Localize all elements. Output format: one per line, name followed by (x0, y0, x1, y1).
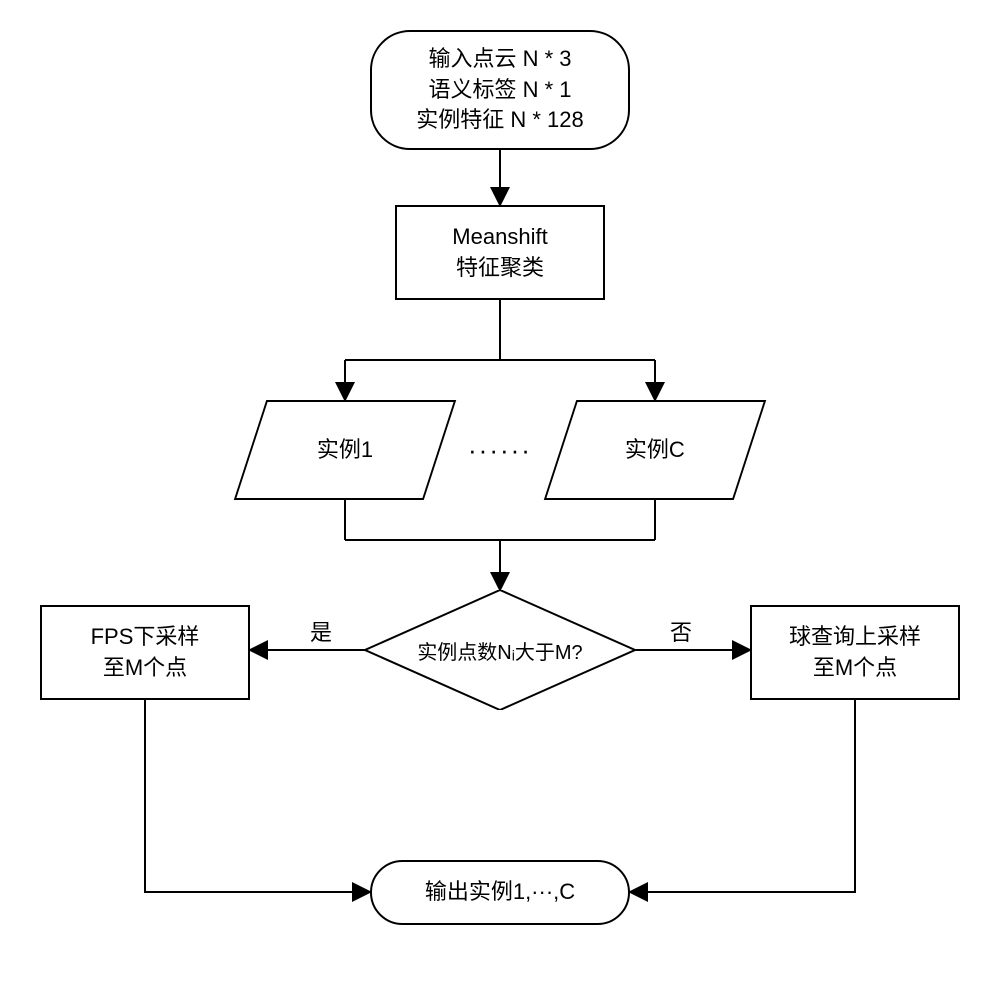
input-line1: 输入点云 N * 3 (416, 44, 584, 75)
fps-line2: 至M个点 (91, 653, 200, 684)
output-label: 输出实例1,···,C (425, 877, 575, 908)
edge-ball-output (630, 700, 855, 892)
node-input: 输入点云 N * 3 语义标签 N * 1 实例特征 N * 128 (370, 30, 630, 150)
meanshift-line1: Meanshift (452, 222, 547, 253)
edge-label-yes: 是 (310, 615, 332, 647)
dots-label: ······ (468, 432, 532, 468)
node-decision: 实例点数Nᵢ大于M? (365, 590, 635, 710)
edge-fps-output (145, 700, 370, 892)
input-line2: 语义标签 N * 1 (416, 75, 584, 106)
node-fps: FPS下采样 至M个点 (40, 605, 250, 700)
edge-label-no: 否 (670, 615, 692, 647)
decision-label: 实例点数Nᵢ大于M? (417, 636, 582, 665)
fps-line1: FPS下采样 (91, 622, 200, 653)
meanshift-line2: 特征聚类 (452, 253, 547, 284)
node-instance-1: 实例1 (234, 400, 456, 500)
instance-c-label: 实例C (625, 435, 685, 466)
node-dots: ······ (460, 435, 540, 465)
node-output: 输出实例1,···,C (370, 860, 630, 925)
node-meanshift: Meanshift 特征聚类 (395, 205, 605, 300)
edges-layer (0, 0, 1000, 1000)
node-instance-c: 实例C (544, 400, 766, 500)
flowchart-canvas: 输入点云 N * 3 语义标签 N * 1 实例特征 N * 128 Means… (0, 0, 1000, 1000)
instance-1-label: 实例1 (317, 435, 373, 466)
ball-line1: 球查询上采样 (789, 622, 921, 653)
ball-line2: 至M个点 (789, 653, 921, 684)
node-ball: 球查询上采样 至M个点 (750, 605, 960, 700)
input-line3: 实例特征 N * 128 (416, 105, 584, 136)
